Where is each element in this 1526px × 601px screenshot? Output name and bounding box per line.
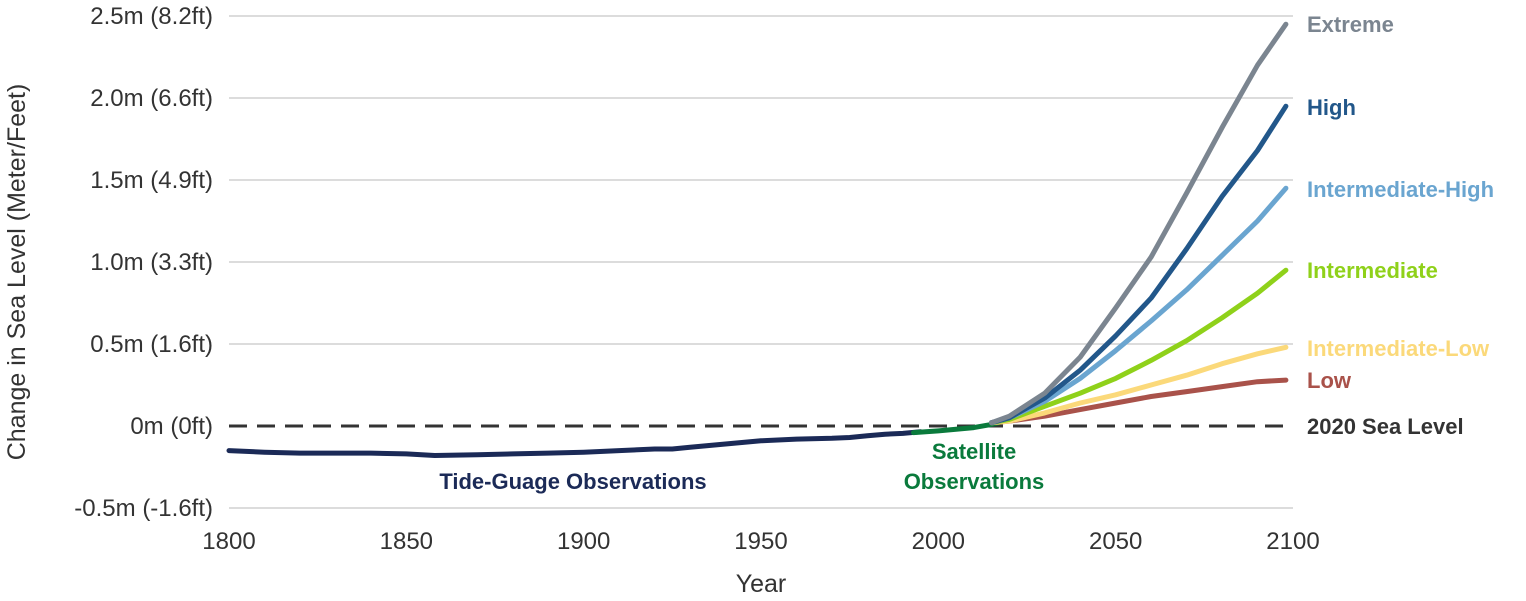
y-tick-label: 0m (0ft) bbox=[130, 413, 213, 440]
x-tick-label: 1900 bbox=[557, 528, 610, 555]
y-axis-ticks: 2.5m (8.2ft) 2.0m (6.6ft) 1.5m (4.9ft) 1.0m… bbox=[74, 3, 213, 522]
series-line-tide-guage-observations bbox=[226, 429, 924, 458]
series-line-extreme bbox=[989, 21, 1289, 426]
series-label-intermediate: Intermediate bbox=[1307, 258, 1438, 283]
x-tick-label: 2050 bbox=[1089, 528, 1142, 555]
satellite-annotation: Satellite Observations bbox=[904, 439, 1045, 494]
series-end-labels: Low Intermediate-Low Intermediate Intermedi… bbox=[1307, 12, 1494, 439]
y-tick-label: 2.0m (6.6ft) bbox=[90, 85, 213, 112]
series-line-intermediate bbox=[989, 267, 1289, 426]
x-tick-label: 1950 bbox=[734, 528, 787, 555]
series-label-extreme: Extreme bbox=[1307, 12, 1394, 37]
observation-annotations: Tide-Guage Observations Satellite Observat… bbox=[439, 439, 1044, 494]
x-axis-ticks: 1800 1850 1900 1950 2000 2050 2100 bbox=[202, 528, 1319, 555]
y-tick-label: -0.5m (-1.6ft) bbox=[74, 495, 213, 522]
reference-line-label: 2020 Sea Level bbox=[1307, 414, 1464, 439]
x-tick-label: 2000 bbox=[912, 528, 965, 555]
series-label-high: High bbox=[1307, 95, 1356, 120]
y-axis-title: Change in Sea Level (Meter/Feet) bbox=[3, 84, 31, 461]
x-axis-title: Year bbox=[736, 570, 787, 598]
series-label-intermediate-high: Intermediate-High bbox=[1307, 177, 1494, 202]
y-tick-label: 1.5m (4.9ft) bbox=[90, 167, 213, 194]
tide-gauge-annotation: Tide-Guage Observations bbox=[439, 469, 706, 494]
x-tick-label: 1850 bbox=[380, 528, 433, 555]
series-line-high bbox=[989, 103, 1289, 426]
observation-series bbox=[226, 420, 1002, 458]
series-label-intermediate-low: Intermediate-Low bbox=[1307, 336, 1490, 361]
x-tick-label: 2100 bbox=[1266, 528, 1319, 555]
y-tick-label: 0.5m (1.6ft) bbox=[90, 331, 213, 358]
gridlines bbox=[229, 15, 1293, 509]
series-line-intermediate-low bbox=[989, 344, 1289, 426]
y-tick-label: 1.0m (3.3ft) bbox=[90, 249, 213, 276]
y-tick-label: 2.5m (8.2ft) bbox=[90, 3, 213, 30]
series-line-satellite-observations bbox=[911, 420, 1002, 436]
series-label-low: Low bbox=[1307, 368, 1352, 393]
projection-series bbox=[989, 21, 1289, 426]
x-tick-label: 1800 bbox=[202, 528, 255, 555]
